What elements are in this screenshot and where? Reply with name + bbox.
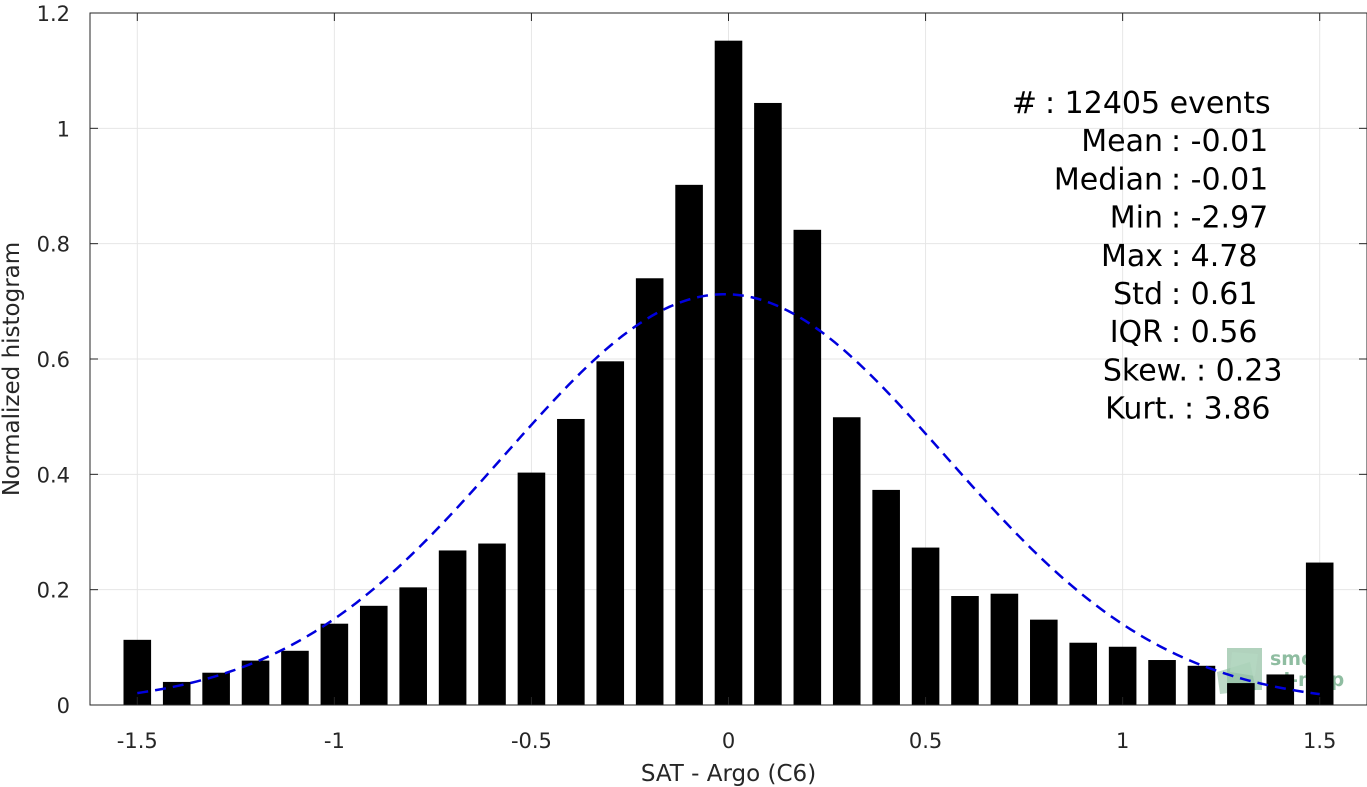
stat-value: : 0.23 (1196, 353, 1282, 388)
histogram-bar (1266, 674, 1295, 705)
x-tick-label: -1 (324, 729, 345, 753)
stat-label: Median (1054, 162, 1163, 197)
y-tick-label: 0.2 (37, 579, 70, 603)
histogram-bar (281, 650, 309, 705)
stat-label: Skew. (1103, 353, 1188, 388)
x-tick-labels: -1.5 -1 -0.5 0 0.5 1 1.5 (117, 729, 1337, 753)
histogram-bar (793, 229, 822, 705)
stat-label: IQR (1110, 315, 1163, 350)
stat-label: # (1012, 86, 1037, 121)
y-tick-label: 0.6 (37, 348, 70, 372)
histogram-bar (241, 660, 270, 705)
histogram-bar (438, 550, 467, 705)
stat-line: Median (1054, 162, 1163, 197)
histogram-bar (990, 593, 1019, 705)
y-tick-label: 1 (57, 117, 70, 141)
histogram-bar (832, 417, 861, 705)
stat-value: : 4.78 (1171, 239, 1257, 274)
histogram-bar (1148, 660, 1176, 705)
stat-value: : 3.86 (1184, 392, 1270, 427)
histogram-bar (596, 361, 625, 705)
y-axis-label: Normalized histogram (0, 242, 25, 496)
y-tick-label: 0 (57, 694, 70, 718)
histogram-bar (1305, 562, 1334, 705)
stat-value: : -2.97 (1171, 201, 1268, 236)
histogram-bar (1187, 665, 1216, 705)
histogram-bar (1030, 619, 1058, 705)
histogram-bar (1227, 683, 1255, 705)
histogram-bar (359, 605, 388, 705)
stat-line: Std (1113, 277, 1163, 312)
y-tick-label: 1.2 (37, 2, 70, 26)
histogram-bar (202, 672, 230, 705)
histogram-bar (635, 278, 664, 705)
stat-label: Max (1101, 239, 1163, 274)
histogram-bar (1108, 646, 1137, 705)
stat-line: Skew. (1103, 353, 1188, 388)
stat-value: : -0.01 (1171, 124, 1268, 159)
x-tick-label: -0.5 (511, 729, 552, 753)
histogram-bar (754, 102, 782, 705)
histogram-bar (123, 639, 152, 705)
histogram-bar (714, 40, 743, 706)
stat-value: : 0.56 (1171, 315, 1257, 350)
stat-line: Min (1110, 201, 1163, 236)
y-tick-labels: 0 0.2 0.4 0.6 0.8 1 1.2 (37, 2, 70, 718)
stat-line: Mean (1081, 124, 1163, 159)
y-tick-label: 0.8 (37, 233, 70, 257)
histogram-bar (517, 472, 546, 705)
axis-ticks (90, 12, 1367, 706)
stat-label: Mean (1081, 124, 1163, 159)
histogram-bars (123, 40, 1334, 706)
histogram-bar (162, 681, 191, 705)
stat-value: : -0.01 (1171, 162, 1268, 197)
histogram-bar (320, 623, 349, 705)
stat-label: Min (1110, 201, 1163, 236)
x-tick-label: 0 (722, 729, 735, 753)
x-tick-label: 1 (1116, 729, 1129, 753)
stat-value: : 0.61 (1171, 277, 1257, 312)
histogram-bar (478, 543, 506, 705)
x-tick-label: 0.5 (909, 729, 942, 753)
y-tick-label: 0.4 (37, 463, 70, 487)
x-axis-label: SAT - Argo (C6) (641, 761, 816, 787)
stat-value: : 12405 events (1045, 86, 1271, 121)
stat-line: Max (1101, 239, 1163, 274)
histogram-bar (872, 489, 900, 705)
stat-line: # (1012, 86, 1037, 121)
stat-label: Kurt. (1105, 392, 1176, 427)
histogram-bar (911, 547, 940, 705)
histogram-bar (951, 596, 979, 705)
histogram-bar (1069, 642, 1098, 705)
histogram-bar (557, 418, 585, 705)
x-tick-label: 1.5 (1303, 729, 1336, 753)
stat-line: IQR (1110, 315, 1163, 350)
stat-line: Kurt. (1105, 392, 1176, 427)
stat-label: Std (1113, 277, 1163, 312)
histogram-bar (399, 587, 427, 705)
x-tick-label: -1.5 (117, 729, 158, 753)
histogram-bar (675, 184, 703, 705)
